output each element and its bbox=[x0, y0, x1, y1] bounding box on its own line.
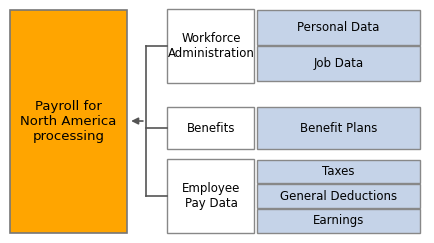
Bar bbox=[256, 160, 419, 183]
Bar bbox=[256, 184, 419, 208]
Text: Personal Data: Personal Data bbox=[296, 21, 378, 34]
Text: Benefits: Benefits bbox=[186, 122, 235, 135]
Text: Job Data: Job Data bbox=[312, 57, 362, 70]
Bar bbox=[256, 46, 419, 81]
Text: Benefit Plans: Benefit Plans bbox=[299, 122, 376, 135]
Bar bbox=[10, 10, 127, 233]
Text: Employee
Pay Data: Employee Pay Data bbox=[181, 182, 240, 210]
Bar bbox=[167, 159, 254, 233]
Bar bbox=[256, 10, 419, 45]
Text: Taxes: Taxes bbox=[321, 165, 354, 178]
Text: Earnings: Earnings bbox=[312, 214, 363, 227]
Text: General Deductions: General Deductions bbox=[279, 190, 396, 203]
Text: Workforce
Administration: Workforce Administration bbox=[167, 32, 254, 60]
Bar bbox=[256, 209, 419, 233]
Bar bbox=[256, 107, 419, 149]
Text: Payroll for
North America
processing: Payroll for North America processing bbox=[20, 100, 116, 143]
Bar bbox=[167, 107, 254, 149]
Bar bbox=[167, 9, 254, 83]
